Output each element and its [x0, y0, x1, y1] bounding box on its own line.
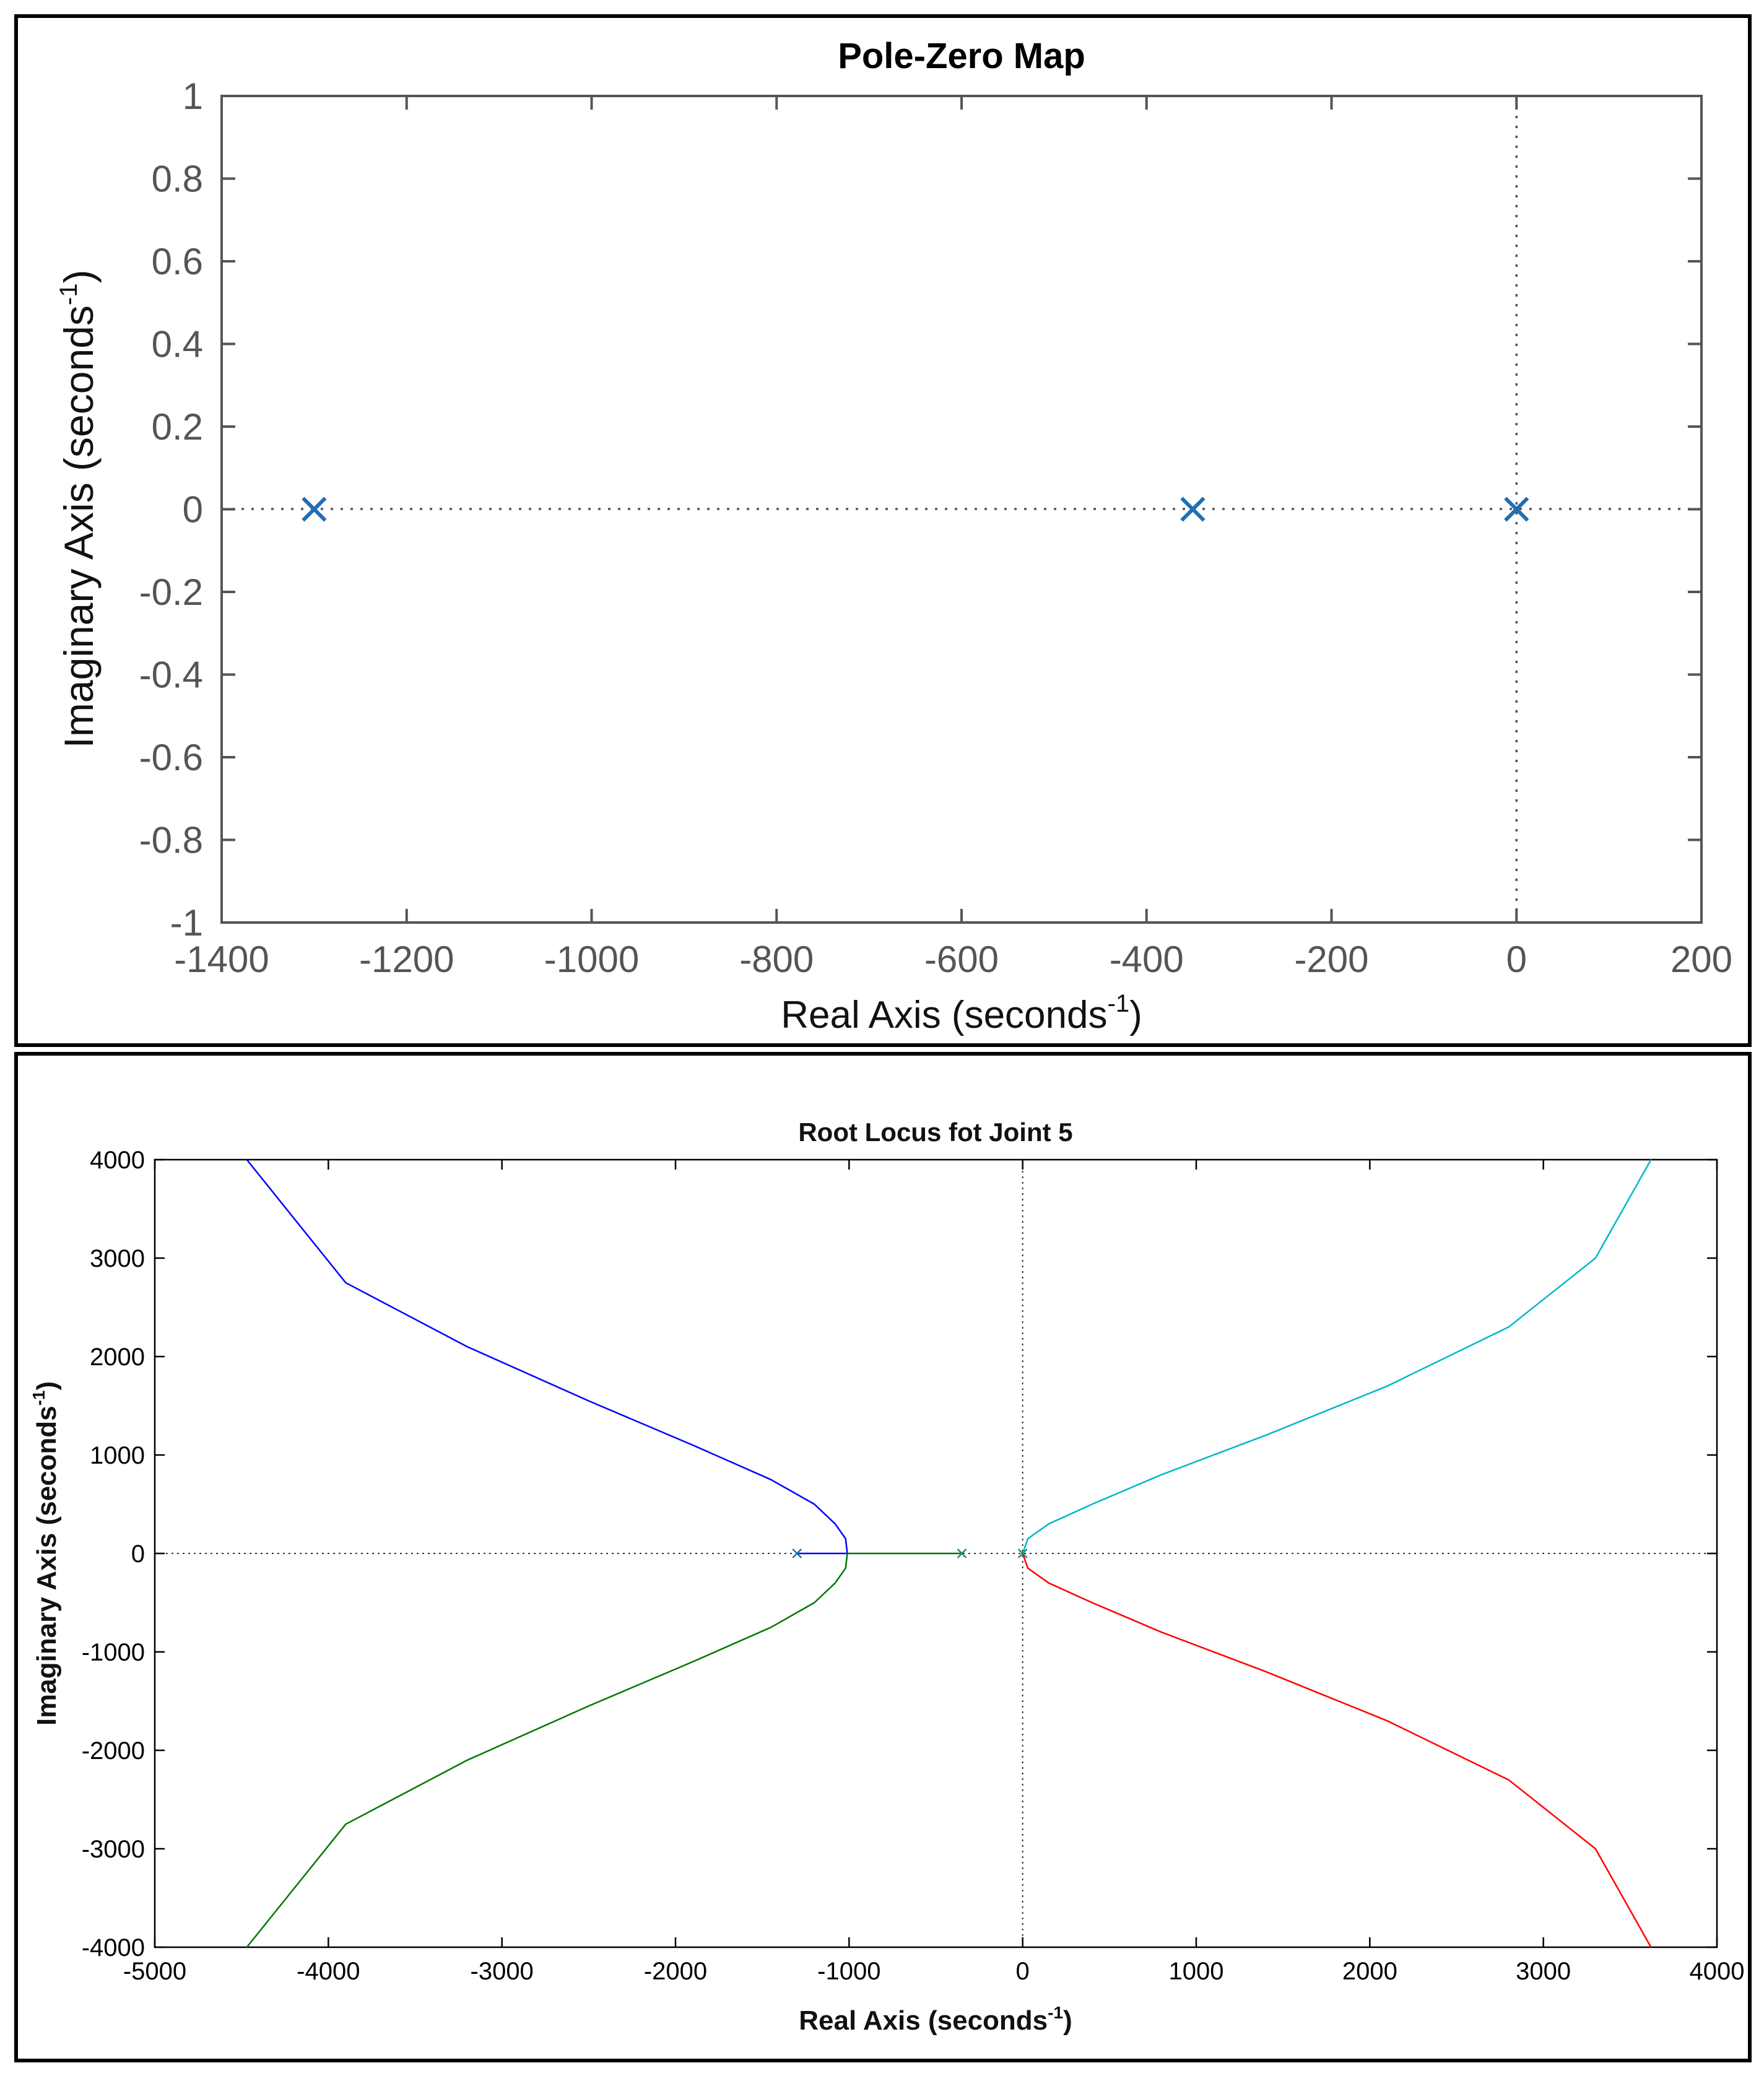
pzmap-x-tick-label: -1200 [359, 939, 454, 980]
rlocus-y-tick-label: 2000 [90, 1344, 145, 1371]
rlocus-x-axis-label: Real Axis (seconds-1) [799, 2003, 1072, 2036]
pzmap-x-tick-label: -600 [924, 939, 999, 980]
rlocus-y-tick-label: -3000 [82, 1836, 145, 1863]
pzmap-x-tick-label: 200 [1671, 939, 1732, 980]
panel-frame-bottom [14, 1052, 1752, 2062]
pole-marker [1180, 497, 1206, 522]
rlocus-title: Root Locus fot Joint 5 [798, 1118, 1072, 1147]
root-locus-branch-1 [246, 1159, 848, 1555]
rlocus-y-axis-label: Imaginary Axis (seconds-1) [29, 1381, 62, 1726]
pzmap-y-tick-label: 0.8 [152, 159, 203, 200]
rlocus-y-tick-label: 1000 [90, 1442, 145, 1469]
pzmap-x-tick-label: -200 [1294, 939, 1368, 980]
root-locus-branch-2 [246, 1552, 962, 1948]
rlocus-y-tick-label: 3000 [90, 1245, 145, 1272]
rlocus-poles [792, 1548, 1028, 1558]
rlocus-x-tick-label: 3000 [1516, 1958, 1571, 1985]
pzmap-x-ticks: -1400 -1200 -1000 -800 -600 -400 -200 0 200 [174, 96, 1732, 980]
rlocus-x-tick-label: 2000 [1342, 1958, 1397, 1985]
rlocus-y-tick-label: 0 [131, 1540, 145, 1568]
rlocus-y-tick-label: -1000 [82, 1639, 145, 1666]
rlocus-y-ticks: 4000 3000 2000 1000 0 -1000 -2000 -3000 -4000 [82, 1147, 1717, 1961]
rlocus-x-ticks: -5000 -4000 -3000 -2000 -1000 0 1000 2000 3000 40… [123, 1160, 1745, 1985]
pzmap-title: Pole-Zero Map [838, 36, 1085, 76]
pzmap-x-tick-label: -800 [739, 939, 814, 980]
pzmap-plot-area [220, 95, 1703, 924]
rlocus-x-tick-label: -2000 [644, 1958, 707, 1985]
pzmap-y-tick-label: -0.8 [139, 820, 203, 861]
pole-marker [1504, 497, 1529, 522]
pzmap-x-tick-label: 0 [1506, 939, 1527, 980]
root-locus-branch-4 [1022, 1553, 1652, 1948]
pzmap-y-ticks: 1 0.8 0.6 0.4 0.2 0 -0.2 -0.4 -0.6 -0.8 -1 [139, 76, 1701, 944]
pole-marker [957, 1548, 967, 1558]
pzmap-x-axis-label: Real Axis (seconds-1) [781, 990, 1142, 1036]
rlocus-x-tick-label: -5000 [123, 1958, 186, 1985]
rlocus-x-tick-label: 4000 [1690, 1958, 1745, 1985]
rlocus-x-tick-label: -1000 [817, 1958, 880, 1985]
pole-marker [302, 497, 327, 522]
rlocus-x-tick-label: -3000 [471, 1958, 534, 1985]
pzmap-y-tick-label: -0.4 [139, 654, 203, 696]
pzmap-x-tick-label: -1000 [544, 939, 639, 980]
rlocus-x-tick-label: 0 [1016, 1958, 1030, 1985]
pole-marker [792, 1548, 802, 1558]
pzmap-y-axis-label: Imaginary Axis (seconds-1) [55, 270, 102, 749]
pzmap-y-tick-label: -0.6 [139, 737, 203, 778]
pzmap-y-tick-label: 0.2 [152, 406, 203, 448]
root-locus-branch-3 [1022, 1159, 1652, 1554]
pole-marker [1017, 1548, 1028, 1558]
root-locus-panel: -5000 -4000 -3000 -2000 -1000 0 1000 2000 3000 40… [14, 1052, 1752, 2062]
pole-zero-panel: -1400 -1200 -1000 -800 -600 -400 -200 0 200 1 0.8… [14, 14, 1752, 1047]
pzmap-poles [302, 497, 1529, 522]
panel-frame-top [14, 14, 1752, 1047]
rlocus-y-tick-label: -2000 [82, 1737, 145, 1765]
pzmap-y-tick-label: 0.6 [152, 241, 203, 282]
rlocus-x-tick-label: -4000 [297, 1958, 360, 1985]
pzmap-y-tick-label: -0.2 [139, 571, 203, 613]
pzmap-y-tick-label: 0.4 [152, 324, 203, 365]
rlocus-y-tick-label: 4000 [90, 1147, 145, 1174]
rlocus-branches [246, 1159, 1652, 1948]
pzmap-x-tick-label: -1400 [174, 939, 269, 980]
pzmap-y-tick-label: -1 [170, 902, 203, 944]
pzmap-y-tick-label: 0 [183, 489, 203, 531]
rlocus-y-tick-label: -4000 [82, 1934, 145, 1961]
rlocus-x-tick-label: 1000 [1169, 1958, 1224, 1985]
pzmap-y-tick-label: 1 [183, 76, 203, 117]
pzmap-x-tick-label: -400 [1110, 939, 1184, 980]
